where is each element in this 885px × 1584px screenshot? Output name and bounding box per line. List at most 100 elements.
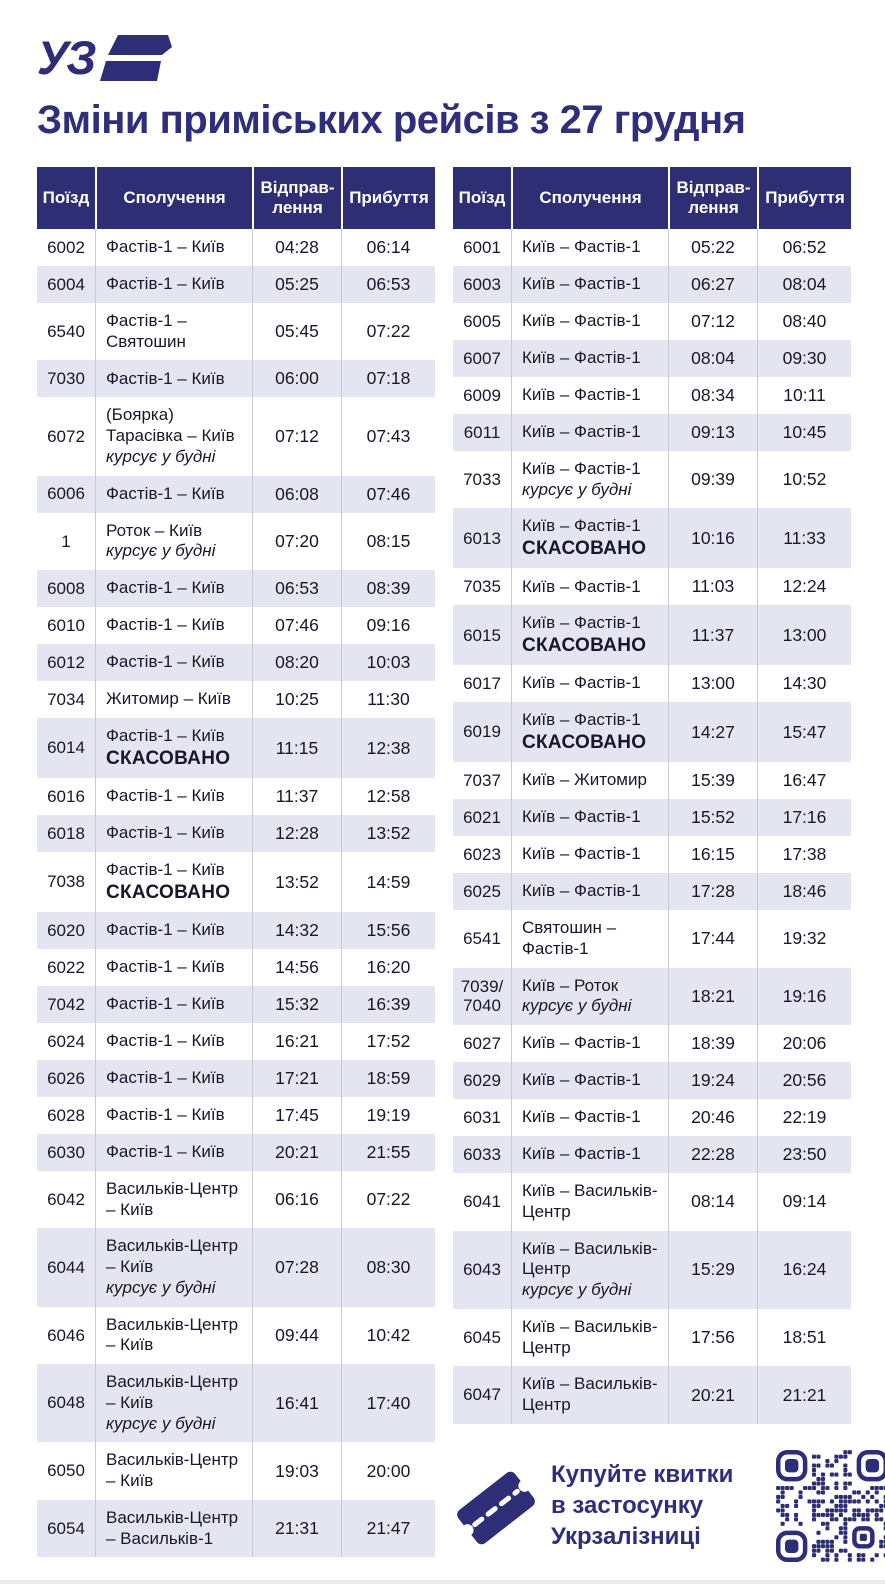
route-text: Київ – Роток курсує у будні <box>522 976 631 1017</box>
departure-cell: 12:28 <box>252 815 341 853</box>
route-text: Фастів-1 – Київ <box>106 274 225 295</box>
route-name: Київ – Фастів-1 <box>522 237 641 257</box>
promo-line: Купуйте квитки <box>551 1460 734 1488</box>
page-title: Зміни приміських рейсів з 27 грудня <box>37 98 746 142</box>
route-cell: Фастів-1 – Святошин <box>95 303 252 361</box>
train-number-cell: 7037 <box>463 770 501 790</box>
route-cell: Фастів-1 – Київ <box>95 985 252 1023</box>
route-name: Київ – Фастів-1 <box>522 1107 641 1127</box>
header-label: лення <box>272 198 323 217</box>
route-name: Київ – Фастів-1 <box>522 274 641 294</box>
route-text: Київ – Житомир <box>522 770 647 791</box>
train-number-cell: 6041 <box>463 1192 501 1212</box>
arrival-cell: 15:47 <box>757 702 851 763</box>
route-text: Роток – Київ курсує у будні <box>106 521 215 562</box>
route-cell: Київ – Фастів-1 <box>511 665 668 703</box>
weekdays-note: курсує у будні <box>522 479 632 499</box>
departure-cell: 09:44 <box>252 1306 341 1365</box>
train-number-cell: 6047 <box>463 1385 501 1405</box>
route-text: Фастів-1 – Київ СКАСОВАНО <box>106 860 230 904</box>
promo-line: Укрзалізниці <box>551 1523 701 1551</box>
uz-logo-text: УЗ <box>37 30 96 84</box>
arrival-cell: 13:52 <box>341 815 435 853</box>
table-row: 6017 Київ – Фастів-1 13:00 14:30 <box>453 665 851 703</box>
route-cell: Роток – Київ курсує у будні <box>95 512 252 571</box>
train-number-cell: 6004 <box>47 274 85 294</box>
arrival-cell: 23:50 <box>757 1136 851 1174</box>
arrival-cell: 13:00 <box>757 605 851 666</box>
train-number-cell: 6042 <box>47 1189 85 1209</box>
train-number-cell: 6026 <box>47 1068 85 1088</box>
departure-cell: 15:29 <box>668 1230 757 1309</box>
train-number-cell: 6072 <box>47 426 85 446</box>
train-number-cell: 7033 <box>463 469 501 489</box>
arrival-cell: 18:46 <box>757 873 851 911</box>
arrival-cell: 10:42 <box>341 1306 435 1365</box>
route-text: Васильків-Центр – Васильків-1 <box>106 1508 246 1549</box>
route-cell: Васильків-Центр – Київ <box>95 1170 252 1229</box>
table-row: 7037 Київ – Житомир 15:39 16:47 <box>453 762 851 800</box>
arrival-cell: 10:45 <box>757 414 851 451</box>
table-row: 6012 Фастів-1 – Київ 08:20 10:03 <box>37 644 435 682</box>
train-number-cell: 6048 <box>47 1393 85 1413</box>
route-text: Київ – Фастів-1 <box>522 1144 641 1165</box>
train-number-cell: 6001 <box>463 237 501 257</box>
arrival-cell: 14:30 <box>757 665 851 703</box>
table-row: 6023 Київ – Фастів-1 16:15 17:38 <box>453 836 851 874</box>
train-number-cell: 6019 <box>463 722 501 742</box>
train-number-cell: 6023 <box>463 844 501 864</box>
weekdays-note: курсує у будні <box>106 541 216 561</box>
route-cell: Фастів-1 – Київ <box>95 644 252 682</box>
route-name: Київ – Васильків-Центр <box>522 1238 658 1279</box>
table-row: 6050 Васильків-Центр – Київ 19:03 20:00 <box>37 1442 435 1500</box>
departure-cell: 06:16 <box>252 1170 341 1229</box>
route-cell: Житомир – Київ <box>95 681 252 719</box>
arrival-cell: 11:30 <box>341 681 435 719</box>
route-name: Васильків-Центр – Київ <box>106 1450 239 1491</box>
departure-cell: 07:12 <box>252 397 341 476</box>
departure-cell: 10:25 <box>252 681 341 719</box>
route-cell: Київ – Фастів-1 <box>511 1025 668 1063</box>
table-row: 6004 Фастів-1 – Київ 05:25 06:53 <box>37 266 435 303</box>
route-text: Київ – Фастів-1 курсує у будні <box>522 459 641 500</box>
arrival-cell: 08:15 <box>341 512 435 571</box>
table-row: 6054 Васильків-Центр – Васильків-1 21:31 21… <box>37 1499 435 1558</box>
train-number-cell: 6008 <box>47 578 85 598</box>
cancelled-label: СКАСОВАНО <box>106 881 231 903</box>
route-name: Київ – Фастів-1 <box>522 1033 641 1053</box>
route-name: Фастів-1 – Київ <box>106 615 225 635</box>
table-row: 6021 Київ – Фастів-1 15:52 17:16 <box>453 799 851 837</box>
arrival-cell: 07:43 <box>341 397 435 476</box>
route-cell: Фастів-1 – Київ <box>95 1133 252 1171</box>
table-row: 6031 Київ – Фастів-1 20:46 22:19 <box>453 1099 851 1137</box>
train-number-cell: 6025 <box>463 881 501 901</box>
header-label: лення <box>688 198 739 217</box>
departure-cell: 07:46 <box>252 607 341 645</box>
arrival-cell: 07:22 <box>341 303 435 361</box>
arrival-cell: 16:24 <box>757 1230 851 1309</box>
table-row: 6540 Фастів-1 – Святошин 05:45 07:22 <box>37 303 435 361</box>
app-promo: Купуйте квитки в застосунку Укрзалізниці <box>453 1449 885 1562</box>
timetable-right: Поїзд Сполучення Відправ-лення Прибуття 6001… <box>453 167 851 1424</box>
arrival-cell: 08:39 <box>341 570 435 608</box>
route-name: Фастів-1 – Київ <box>106 786 225 806</box>
train-number-cell: 6046 <box>47 1325 85 1345</box>
route-name: Фастів-1 – Київ <box>106 237 225 257</box>
route-text: Фастів-1 – Київ <box>106 578 225 599</box>
route-cell: Фастів-1 – Київ <box>95 1059 252 1097</box>
route-name: Фастів-1 – Київ <box>106 483 225 503</box>
route-text: Фастів-1 – Святошин <box>106 311 246 352</box>
arrival-cell: 10:52 <box>757 451 851 509</box>
departure-cell: 14:27 <box>668 702 757 763</box>
cancelled-label: СКАСОВАНО <box>522 538 647 560</box>
route-text: Фастів-1 – Київ <box>106 484 225 505</box>
arrival-cell: 21:21 <box>757 1366 851 1424</box>
header-label: Відправ- <box>676 177 751 197</box>
table-row: 6026 Фастів-1 – Київ 17:21 18:59 <box>37 1059 435 1097</box>
table-row: 6541 Святошин – Фастів-1 17:44 19:32 <box>453 910 851 968</box>
train-number-cell: 6031 <box>463 1107 501 1127</box>
route-name: Київ – Фастів-1 <box>522 385 641 405</box>
header-label: Прибуття <box>349 187 429 207</box>
route-text: Київ – Фастів-1 <box>522 844 641 865</box>
route-cell: Київ – Житомир <box>511 762 668 800</box>
